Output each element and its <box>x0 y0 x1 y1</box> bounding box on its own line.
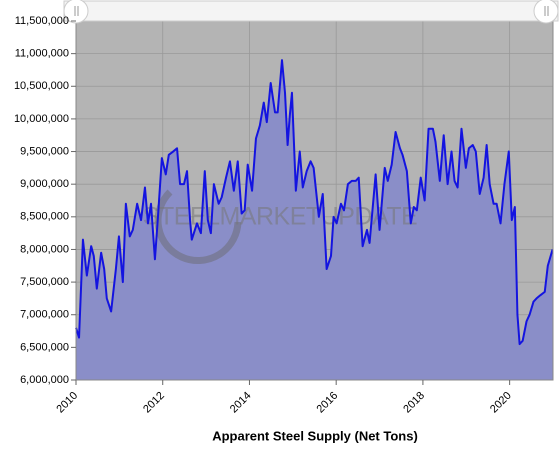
y-tick-label: 8,000,000 <box>20 243 69 255</box>
x-axis-title: Apparent Steel Supply (Net Tons) <box>212 428 418 443</box>
area-fill <box>76 60 553 380</box>
data-line <box>75 59 554 346</box>
y-tick-label: 6,000,000 <box>20 374 69 386</box>
slider-handle-left[interactable] <box>63 0 89 24</box>
x-tick-label: 2018 <box>401 390 427 416</box>
range-slider[interactable] <box>63 0 559 24</box>
y-tick-label: 7,000,000 <box>20 309 69 321</box>
y-tick-label: 9,500,000 <box>20 145 69 157</box>
y-tick-label: 11,000,000 <box>15 48 69 60</box>
y-tick-label: 10,500,000 <box>14 80 69 92</box>
y-tick-label: 6,500,000 <box>20 341 69 353</box>
x-tick-label: 2014 <box>228 390 254 416</box>
y-tick-label: 10,000,000 <box>14 113 69 125</box>
y-tick-label: 11,500,000 <box>15 15 69 27</box>
x-tick-label: 2016 <box>315 390 341 416</box>
y-tick-label: 9,000,000 <box>20 178 69 190</box>
watermark: STEELMARKETUPDATE <box>143 203 417 231</box>
x-tick-label: 2012 <box>141 390 167 416</box>
slider-track[interactable] <box>63 0 559 22</box>
x-tick-label: 2020 <box>488 390 514 416</box>
y-tick-label: 7,500,000 <box>20 276 69 288</box>
x-tick-label: 2010 <box>54 390 80 416</box>
y-tick-label: 8,500,000 <box>20 211 69 223</box>
slider-handle-right[interactable] <box>533 0 559 24</box>
